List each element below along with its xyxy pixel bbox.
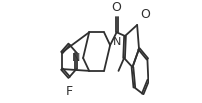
Text: O: O — [111, 1, 121, 14]
Text: N: N — [112, 37, 120, 47]
Text: N: N — [72, 53, 80, 63]
Text: F: F — [65, 85, 72, 98]
Text: O: O — [139, 8, 149, 21]
